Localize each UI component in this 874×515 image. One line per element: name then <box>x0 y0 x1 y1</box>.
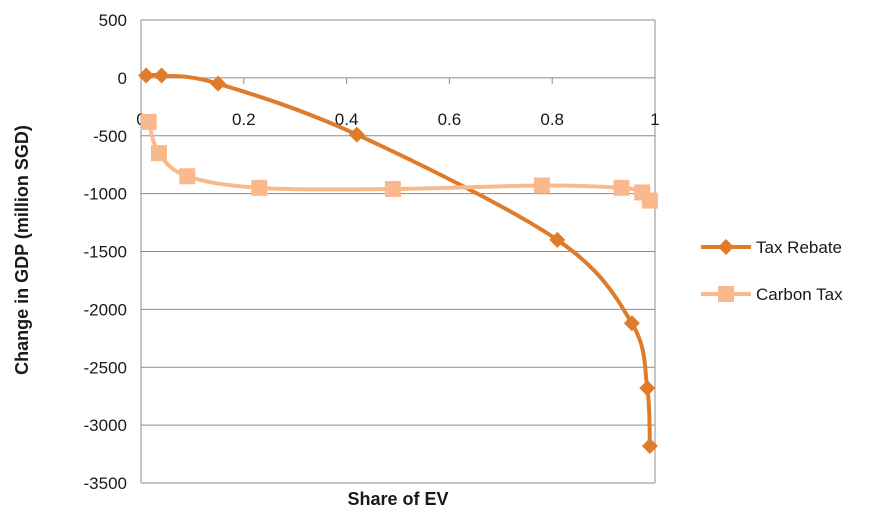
y-tick-label: 500 <box>99 11 127 30</box>
data-point-0 <box>210 75 227 92</box>
data-point-0 <box>348 126 365 143</box>
data-point-1 <box>613 179 630 196</box>
x-tick-label: 0.8 <box>540 110 564 129</box>
legend-marker-square-icon <box>718 286 734 302</box>
data-point-0 <box>623 315 640 332</box>
x-axis-ticks: 00.20.40.60.81 <box>136 77 660 129</box>
y-tick-label: -1500 <box>84 243 127 262</box>
data-point-1 <box>179 168 196 185</box>
data-point-1 <box>533 177 550 194</box>
x-tick-label: 0.4 <box>335 110 359 129</box>
data-point-0 <box>641 437 658 454</box>
x-tick-label: 0.2 <box>232 110 256 129</box>
legend-item-tax-rebate: Tax Rebate <box>701 238 842 257</box>
data-point-0 <box>549 231 566 248</box>
x-tick-label: 0.6 <box>438 110 462 129</box>
y-axis-title: Change in GDP (million SGD) <box>12 125 32 375</box>
y-tick-label: -3000 <box>84 416 127 435</box>
series-line-0 <box>144 72 652 448</box>
legend-item-carbon-tax: Carbon Tax <box>701 285 843 304</box>
legend-marker-diamond-icon <box>718 239 734 255</box>
x-tick-label: 1 <box>650 110 659 129</box>
data-point-1 <box>641 192 658 209</box>
y-tick-label: -2000 <box>84 300 127 319</box>
data-point-1 <box>150 145 167 162</box>
y-tick-label: -500 <box>93 127 127 146</box>
data-point-0 <box>153 67 170 84</box>
legend: Tax Rebate Carbon Tax <box>701 238 843 304</box>
y-tick-label: -1000 <box>84 185 127 204</box>
data-point-1 <box>140 113 157 130</box>
data-point-0 <box>138 67 155 84</box>
data-point-0 <box>639 380 656 397</box>
series-layer <box>138 67 658 454</box>
legend-label-carbon-tax: Carbon Tax <box>756 285 843 304</box>
y-axis-ticks: 500 0 -500 -1000 -1500 -2000 -2500 -3000 -3500 <box>84 11 127 493</box>
y-tick-label: 0 <box>118 69 127 88</box>
legend-label-tax-rebate: Tax Rebate <box>756 238 842 257</box>
data-point-1 <box>251 179 268 196</box>
gridlines <box>140 19 656 484</box>
y-tick-label: -3500 <box>84 474 127 493</box>
y-tick-label: -2500 <box>84 358 127 377</box>
data-point-1 <box>384 180 401 197</box>
x-axis-title: Share of EV <box>347 489 448 509</box>
